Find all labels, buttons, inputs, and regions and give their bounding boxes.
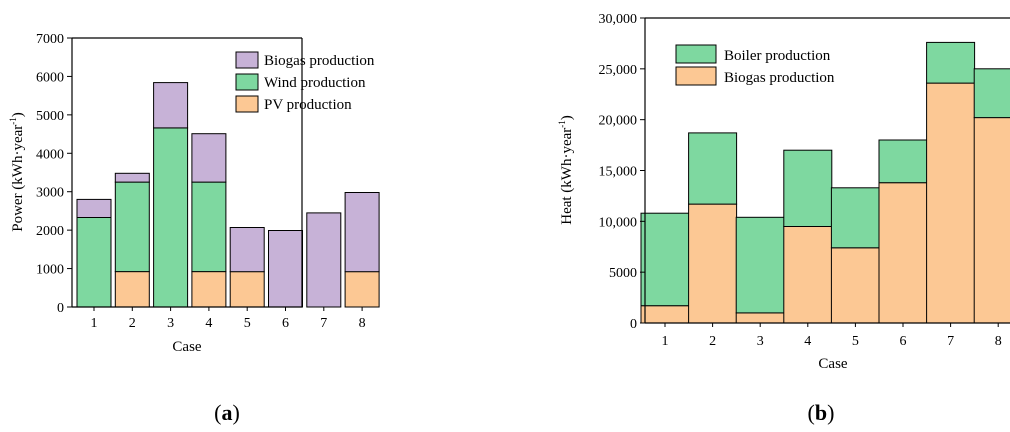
bar-segment-biogas-production-case-6 bbox=[878, 182, 928, 324]
bar-segment-wind-production-case-3 bbox=[153, 127, 189, 308]
legend-label-boiler-production: Boiler production bbox=[724, 48, 831, 64]
y-tick-label: 10,000 bbox=[599, 215, 638, 230]
y-tick-label: 6000 bbox=[36, 70, 64, 85]
bar-segment-pv-production-case-5 bbox=[229, 271, 265, 308]
x-tick-label: 5 bbox=[244, 316, 251, 331]
bar-segment-boiler-production-case-3 bbox=[735, 216, 785, 314]
legend-swatch-biogas-production bbox=[675, 66, 717, 86]
y-tick-label: 1000 bbox=[36, 263, 64, 278]
x-tick-label: 6 bbox=[900, 334, 907, 349]
chart-a-y-axis-label: Power (kWh·year-1) bbox=[8, 112, 26, 232]
legend-swatch-pv-production bbox=[235, 95, 259, 113]
bar-segment-biogas-production-case-4 bbox=[191, 133, 227, 183]
y-tick-label: 5000 bbox=[609, 266, 637, 281]
bar-segment-biogas-production-case-7 bbox=[926, 82, 976, 324]
bar-segment-pv-production-case-4 bbox=[191, 271, 227, 308]
chart-a-caption: (a) bbox=[214, 400, 240, 425]
chart-b-x-axis-label: Case bbox=[818, 356, 848, 372]
y-tick-label: 5000 bbox=[36, 109, 64, 124]
y-tick-label: 30,000 bbox=[599, 12, 638, 27]
bar-segment-boiler-production-case-6 bbox=[878, 139, 928, 184]
bar-segment-biogas-production-case-1 bbox=[76, 198, 112, 218]
x-tick-label: 8 bbox=[359, 316, 366, 331]
x-tick-label: 3 bbox=[167, 316, 174, 331]
x-tick-label: 1 bbox=[91, 316, 98, 331]
chart-b-bars bbox=[640, 41, 1010, 324]
y-tick-label: 3000 bbox=[36, 186, 64, 201]
x-tick-label: 6 bbox=[282, 316, 289, 331]
legend-label-pv-production: PV production bbox=[264, 97, 352, 113]
bar-segment-biogas-production-case-5 bbox=[830, 247, 880, 324]
y-tick-label: 7000 bbox=[36, 32, 64, 47]
bar-segment-biogas-production-case-3 bbox=[153, 82, 189, 129]
chart-b: 0 5000 10,000 15,000 20,000 25,000 30,000 1 2 3 4… bbox=[557, 12, 1010, 425]
bar-segment-biogas-production-case-1 bbox=[640, 305, 690, 324]
chart-b-caption: (b) bbox=[808, 400, 835, 425]
y-tick-label: 4000 bbox=[36, 147, 64, 162]
legend-label-biogas-production: Biogas production bbox=[724, 70, 835, 86]
bar-segment-boiler-production-case-8 bbox=[973, 68, 1010, 119]
legend-swatch-wind-production bbox=[235, 73, 259, 91]
y-tick-label: 0 bbox=[630, 317, 637, 332]
bar-segment-biogas-production-case-2 bbox=[688, 203, 738, 324]
x-tick-label: 8 bbox=[995, 334, 1002, 349]
x-tick-label: 4 bbox=[205, 316, 212, 331]
bar-segment-pv-production-case-8 bbox=[344, 271, 380, 308]
bar-segment-biogas-production-case-2 bbox=[114, 172, 150, 183]
legend-label-wind-production: Wind production bbox=[264, 75, 366, 91]
bar-segment-biogas-production-case-8 bbox=[973, 117, 1010, 324]
x-tick-label: 1 bbox=[662, 334, 669, 349]
bar-segment-biogas-production-case-6 bbox=[268, 230, 303, 308]
y-tick-label: 0 bbox=[57, 301, 64, 316]
bar-segment-biogas-production-case-5 bbox=[229, 227, 265, 273]
chart-a-y-ticks: 0 1000 2000 3000 4000 5000 6000 7000 bbox=[36, 32, 72, 316]
chart-b-y-axis-label: Heat (kWh·year-1) bbox=[557, 115, 575, 225]
y-tick-label: 25,000 bbox=[599, 63, 638, 78]
bar-segment-biogas-production-case-4 bbox=[783, 225, 833, 324]
x-tick-label: 5 bbox=[852, 334, 859, 349]
bar-segment-wind-production-case-1 bbox=[76, 217, 112, 308]
chart-a-x-axis-label: Case bbox=[172, 339, 202, 355]
chart-a-legend: Biogas production Wind production PV produ… bbox=[235, 51, 375, 113]
bar-segment-boiler-production-case-4 bbox=[783, 149, 833, 227]
bar-segment-boiler-production-case-5 bbox=[830, 187, 880, 249]
chart-a: 0 1000 2000 3000 4000 5000 6000 7000 1 2 3 4 5 6 7 8 C… bbox=[8, 32, 380, 425]
x-tick-label: 7 bbox=[320, 316, 327, 331]
bar-segment-biogas-production-case-8 bbox=[344, 192, 380, 273]
chart-b-y-ticks: 0 5000 10,000 15,000 20,000 25,000 30,000 bbox=[599, 12, 645, 332]
bar-segment-boiler-production-case-1 bbox=[640, 212, 690, 307]
y-tick-label: 20,000 bbox=[599, 114, 638, 129]
x-tick-label: 2 bbox=[129, 316, 136, 331]
bar-segment-pv-production-case-2 bbox=[114, 271, 150, 308]
legend-swatch-biogas-production bbox=[235, 51, 259, 69]
bar-segment-boiler-production-case-2 bbox=[688, 132, 738, 205]
chart-a-axes bbox=[71, 37, 303, 308]
x-tick-label: 2 bbox=[709, 334, 716, 349]
legend-swatch-boiler-production bbox=[675, 44, 717, 64]
chart-a-bars bbox=[76, 82, 380, 308]
chart-b-legend: Boiler production Biogas production bbox=[675, 44, 835, 86]
bar-segment-biogas-production-case-3 bbox=[735, 312, 785, 324]
bar-segment-wind-production-case-4 bbox=[191, 181, 227, 273]
bar-segment-wind-production-case-2 bbox=[114, 181, 150, 273]
y-tick-label: 2000 bbox=[36, 224, 64, 239]
bar-segment-biogas-production-case-7 bbox=[306, 212, 342, 308]
x-tick-label: 4 bbox=[804, 334, 811, 349]
y-tick-label: 15,000 bbox=[599, 165, 638, 180]
legend-label-biogas-production: Biogas production bbox=[264, 53, 375, 69]
x-tick-label: 3 bbox=[757, 334, 764, 349]
bar-segment-boiler-production-case-7 bbox=[926, 41, 976, 84]
chart-b-x-ticks: 1 2 3 4 5 6 7 8 bbox=[662, 323, 1002, 349]
x-tick-label: 7 bbox=[947, 334, 954, 349]
chart-a-x-ticks: 1 2 3 4 5 6 7 8 bbox=[91, 307, 366, 331]
